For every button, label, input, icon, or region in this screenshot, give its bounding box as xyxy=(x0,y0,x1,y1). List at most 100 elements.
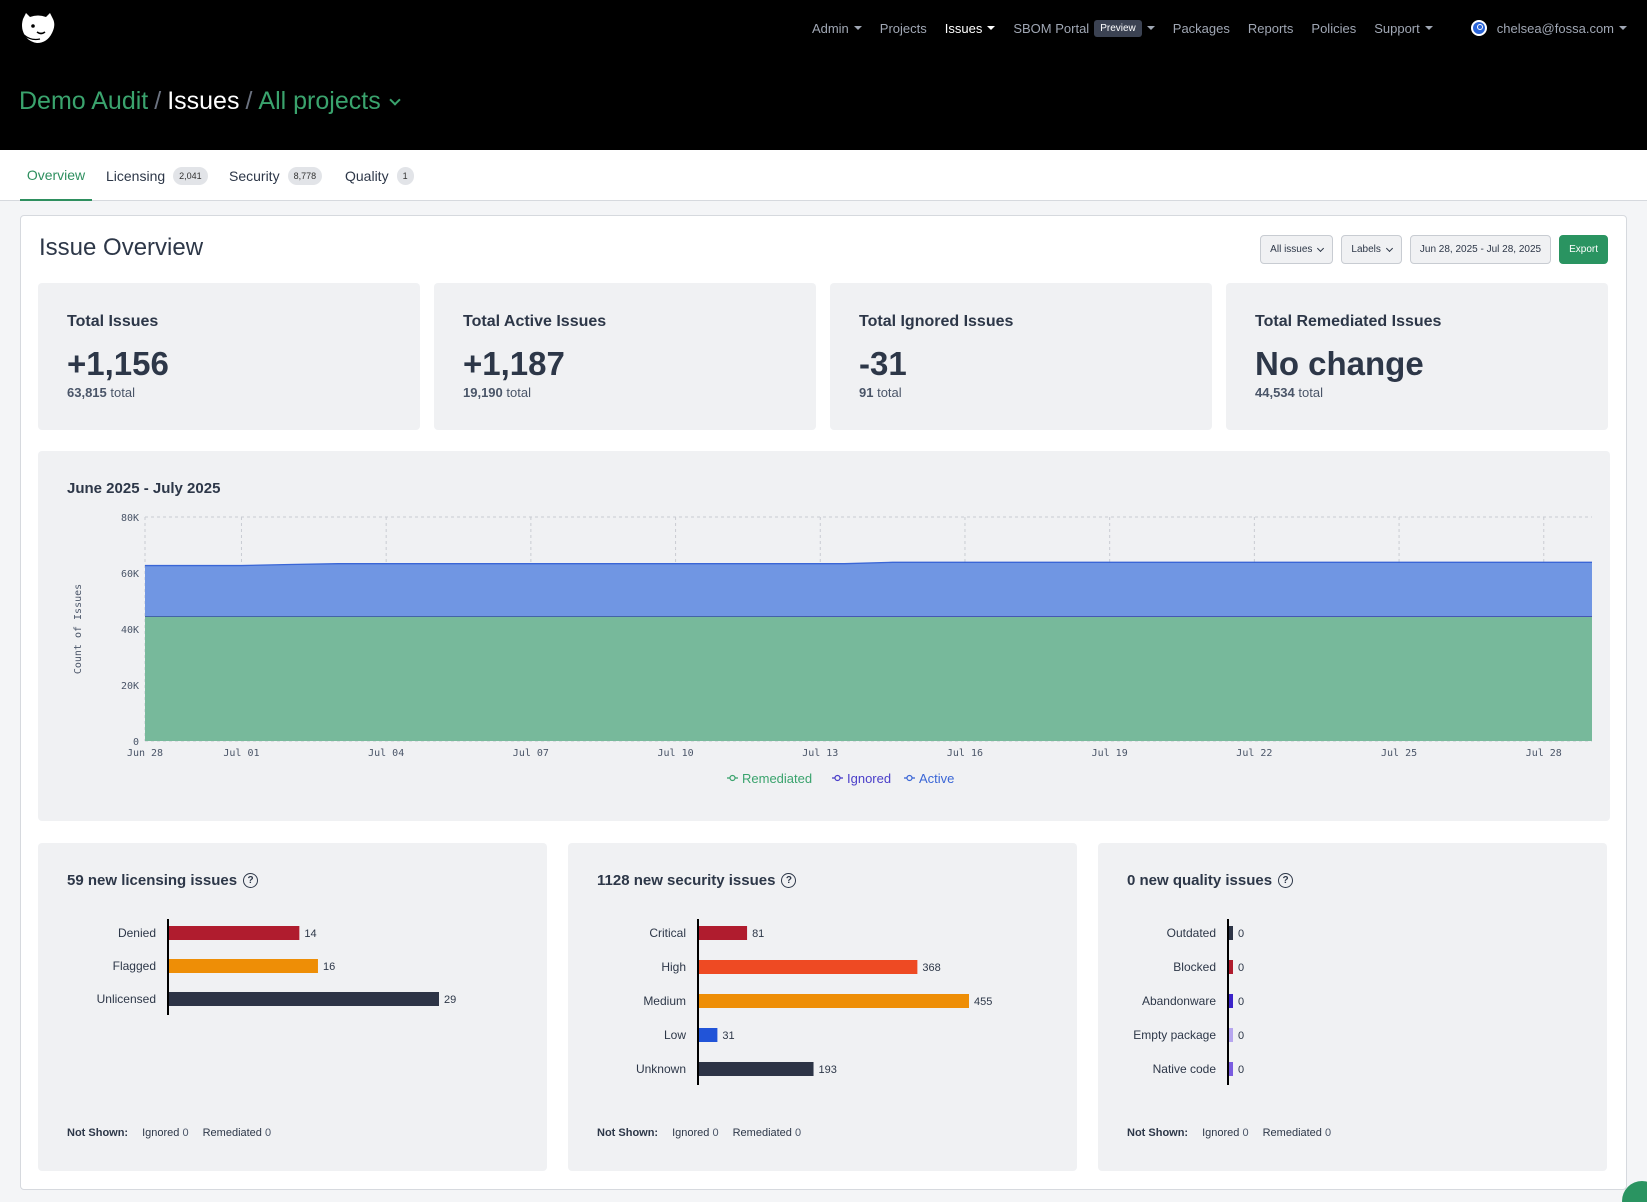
y-tick-label: 0 xyxy=(133,737,139,748)
licensing-issues-card: 59 new licensing issues? Denied 14 Flagged… xyxy=(38,843,547,1171)
tab-licensing[interactable]: Licensing 2,041 xyxy=(106,150,208,201)
stat-delta: +1,187 xyxy=(463,345,565,382)
quality-card-title: 0 new quality issues? xyxy=(1127,872,1294,889)
stat-total: 19,190 total xyxy=(463,385,531,400)
category-label: Blocked xyxy=(1173,960,1216,974)
chevron-down-icon xyxy=(1385,244,1393,252)
nav-sbom-portal[interactable]: SBOM Portal Preview xyxy=(1013,19,1155,37)
date-range-picker[interactable]: Jun 28, 2025 - Jul 28, 2025 xyxy=(1409,235,1552,264)
chat-widget-button[interactable] xyxy=(1622,1181,1647,1202)
fossa-bear-logo-icon[interactable] xyxy=(20,11,56,45)
caret-down-icon xyxy=(1424,26,1433,30)
category-label: Abandonware xyxy=(1142,994,1216,1008)
nav-reports[interactable]: Reports xyxy=(1247,20,1294,36)
bar-value-label: 31 xyxy=(722,1030,734,1042)
active-area xyxy=(145,562,1592,617)
active-line xyxy=(145,561,1592,567)
bar-value-label: 455 xyxy=(974,996,992,1008)
nav-policies[interactable]: Policies xyxy=(1311,20,1357,36)
breadcrumb-separator: / xyxy=(245,87,253,115)
breadcrumb-section: Issues xyxy=(167,87,240,115)
quality-issues-card: 0 new quality issues? Outdated 0 Blocked 0 A… xyxy=(1098,843,1607,1171)
stat-delta: +1,156 xyxy=(67,345,169,382)
question-circle-icon[interactable]: ? xyxy=(243,873,259,888)
licensing-card-title: 59 new licensing issues? xyxy=(67,872,259,889)
quality-bar-chart: Outdated 0 Blocked 0 Abandonware 0 Empty packa… xyxy=(1133,919,1244,1085)
bar xyxy=(169,959,318,973)
question-circle-icon[interactable]: ? xyxy=(1278,873,1294,888)
nav-projects[interactable]: Projects xyxy=(879,20,927,36)
tab-overview[interactable]: Overview xyxy=(20,150,92,201)
export-button[interactable]: Export xyxy=(1559,235,1608,264)
x-tick-label: Jul 19 xyxy=(1092,748,1128,759)
x-tick-label: Jul 22 xyxy=(1236,748,1272,759)
bar-value-label: 0 xyxy=(1238,996,1244,1008)
legend-item: Remediated xyxy=(727,771,812,786)
stat-card-total-remediated: Total Remediated Issues No change 44,534… xyxy=(1226,283,1608,430)
stat-card-total-active: Total Active Issues +1,187 19,190 total xyxy=(434,283,816,430)
legend-marker xyxy=(906,774,913,782)
bar xyxy=(699,1028,718,1042)
security-bar-chart: Critical 81 High 368 Medium 455 Low 31 Unknown 19… xyxy=(636,919,992,1085)
tab-count-badge: 8,778 xyxy=(287,166,323,185)
caret-down-icon xyxy=(1619,26,1627,30)
stat-title: Total Issues xyxy=(67,313,159,330)
stat-card-total-issues: Total Issues +1,156 63,815 total xyxy=(38,283,420,430)
legend-marker xyxy=(834,774,841,782)
breadcrumb: Demo Audit / Issues / All projects xyxy=(19,87,401,116)
bar xyxy=(1229,926,1233,940)
issues-area-chart: 0 20K 40K 60K 80K Jun 28 Jul 01 Jul 04 Jul 07 Jul… xyxy=(73,513,1592,786)
category-label: Native code xyxy=(1153,1062,1217,1076)
x-tick-label: Jul 16 xyxy=(947,748,983,759)
bar xyxy=(699,1062,814,1076)
x-tick-label: Jun 28 xyxy=(127,748,163,759)
chevron-down-icon xyxy=(1317,244,1325,252)
tab-quality[interactable]: Quality 1 xyxy=(345,150,414,201)
nav-support[interactable]: Support xyxy=(1374,21,1433,36)
nav-packages[interactable]: Packages xyxy=(1172,20,1230,36)
nav-issues[interactable]: Issues xyxy=(945,21,996,36)
bar-value-label: 0 xyxy=(1238,928,1244,940)
bar xyxy=(1229,994,1233,1008)
caret-down-icon xyxy=(853,26,862,30)
issue-overview-panel: Issue Overview All issues Labels Jun 28,… xyxy=(20,215,1627,1190)
category-label: High xyxy=(661,960,686,974)
labels-filter-dropdown[interactable]: Labels xyxy=(1341,235,1402,264)
bar-value-label: 81 xyxy=(752,928,764,940)
legend-item: Active xyxy=(904,771,954,786)
stat-delta: No change xyxy=(1255,345,1424,382)
caret-down-icon xyxy=(987,26,996,30)
y-tick-label: 80K xyxy=(121,513,139,524)
tab-count-badge: 2,041 xyxy=(173,166,208,185)
stat-total: 44,534 total xyxy=(1255,385,1323,400)
stat-total: 91 total xyxy=(859,385,902,400)
stat-total: 63,815 total xyxy=(67,385,135,400)
category-label: Critical xyxy=(649,926,686,940)
stat-card-total-ignored: Total Ignored Issues -31 91 total xyxy=(830,283,1212,430)
bar xyxy=(169,992,439,1006)
page-title: Issue Overview xyxy=(39,234,204,261)
category-label: Empty package xyxy=(1133,1028,1216,1042)
stat-title: Total Remediated Issues xyxy=(1255,313,1442,330)
category-label: Flagged xyxy=(113,959,156,973)
bar xyxy=(1229,1028,1233,1042)
bar xyxy=(1229,1062,1233,1076)
chevron-down-icon[interactable] xyxy=(389,93,401,106)
breadcrumb-scope-dropdown[interactable]: All projects xyxy=(258,87,381,115)
stat-title: Total Active Issues xyxy=(463,313,607,330)
question-circle-icon[interactable]: ? xyxy=(781,873,797,888)
overview-controls: All issues Labels Jun 28, 2025 - Jul 28,… xyxy=(1260,235,1608,264)
main-nav: Admin Projects Issues SBOM Portal Preview… xyxy=(794,18,1627,38)
x-tick-label: Jul 01 xyxy=(223,748,259,759)
user-menu[interactable]: chelsea@fossa.com xyxy=(1470,20,1627,36)
x-tick-label: Jul 13 xyxy=(802,748,838,759)
legend-label: Active xyxy=(919,771,954,786)
bar xyxy=(699,994,969,1008)
breadcrumb-org[interactable]: Demo Audit xyxy=(19,87,149,115)
issues-filter-dropdown[interactable]: All issues xyxy=(1260,235,1334,264)
legend-item: Ignored xyxy=(832,771,891,786)
user-email: chelsea@fossa.com xyxy=(1496,20,1614,36)
nav-admin[interactable]: Admin xyxy=(812,21,862,36)
tab-security[interactable]: Security 8,778 xyxy=(229,150,323,201)
legend-label: Remediated xyxy=(742,771,812,786)
